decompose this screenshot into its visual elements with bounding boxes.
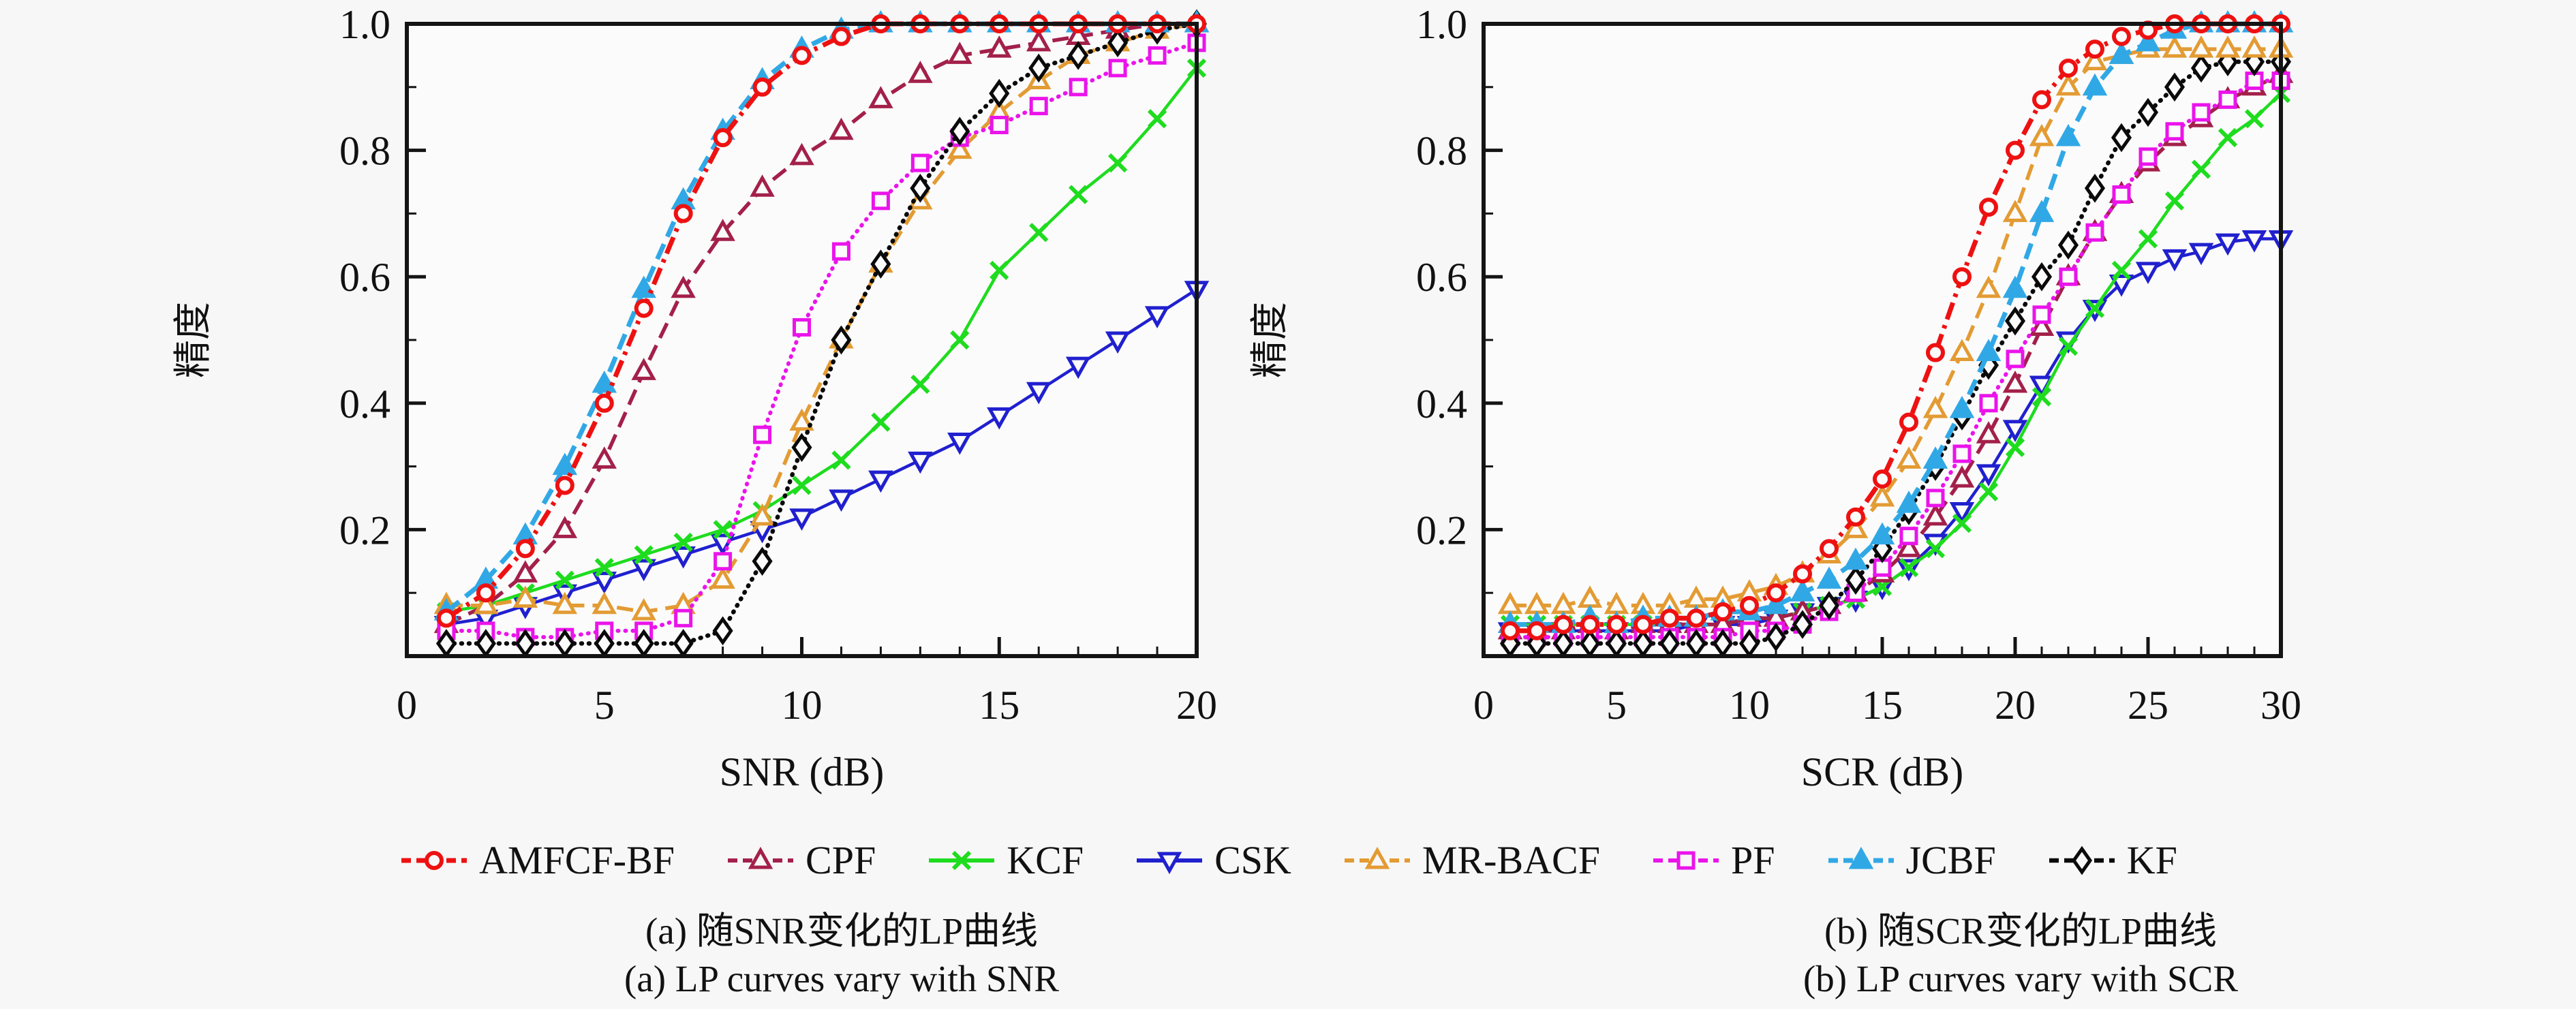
scr-chart-y-tick-label: 1.0: [1416, 2, 1467, 47]
snr-chart-series-KCF: [436, 58, 1207, 622]
snr-chart-x-axis-title: SNR (dB): [720, 749, 885, 794]
legend-marker-diamond-icon: [2049, 845, 2115, 875]
scr-chart-x-tick-label: 10: [1729, 683, 1770, 728]
snr-chart-x-tick-label: 5: [594, 683, 615, 728]
legend-label-JCBF: JCBF: [1905, 838, 1996, 882]
snr-chart-x-tick-label: 15: [979, 683, 1019, 728]
snr-chart-y-tick-label: 1.0: [339, 2, 390, 47]
snr-chart-y-tick-label: 0.2: [339, 508, 390, 553]
legend-marker-triangle-fill-icon: [1828, 846, 1894, 869]
scr-chart-x-tick-label: 30: [2260, 683, 2301, 728]
legend-marker-triangle-down-icon: [1137, 852, 1203, 875]
legend-label-CPF: CPF: [806, 838, 876, 882]
legend-marker-triangle-open-icon: [1344, 846, 1410, 869]
scr-chart-y-axis-title: 精度: [1249, 302, 1291, 378]
legend-label-KCF: KCF: [1007, 838, 1084, 882]
snr-chart-y-tick-label: 0.6: [339, 255, 390, 300]
snr-chart: 0 5 10 15 20 0.2 0.4 0.6 0.8 1.0 SNR (dB) 精度: [172, 2, 1217, 794]
legend-marker-x-icon: [929, 850, 995, 871]
caption-b-en: (b) LP curves vary with SCR: [1803, 957, 2239, 999]
caption-b: (b) 随SCR变化的LP曲线 (b) LP curves vary with …: [1803, 907, 2238, 1003]
legend-label-AMFCF-BF: AMFCF-BF: [479, 838, 675, 882]
snr-chart-series-AMFCF-BF: [436, 14, 1206, 628]
caption-a: (a) 随SNR变化的LP曲线 (a) LP curves vary with …: [624, 907, 1059, 1003]
snr-chart-y-tick-label: 0.4: [339, 382, 390, 426]
scr-chart-x-tick-label: 5: [1606, 683, 1627, 728]
scr-chart-x-axis-title: SCR (dB): [1801, 749, 1963, 794]
snr-chart-x-tick-label: 20: [1176, 683, 1217, 728]
scr-chart-y-tick-label: 0.2: [1416, 508, 1467, 553]
scr-chart-x-tick-label: 15: [1862, 683, 1903, 728]
charts-container: 0 5 10 15 20 0.2 0.4 0.6 0.8 1.0 SNR (dB) 精度 0 5 10 15 2…: [172, 2, 2301, 794]
caption-b-cn: (b) 随SCR变化的LP曲线: [1824, 910, 2218, 952]
legend-item-CSK: CSK: [1134, 839, 1291, 882]
scr-chart-y-tick-label: 0.4: [1416, 382, 1467, 426]
legend: AMFCF-BF CPF KCF CSK MR-BACF PF JCBF KF: [0, 823, 2576, 898]
scr-chart-y-tick-label: 0.6: [1416, 255, 1467, 300]
legend-item-AMFCF-BF: AMFCF-BF: [399, 839, 675, 882]
scr-chart: 0 5 10 15 20 25 30 0.2 0.4 0.6 0.8 1.0 SCR (dB) 精度: [1249, 2, 2301, 794]
scr-chart-x-tick-label: 20: [1995, 683, 2036, 728]
snr-chart-y-axis-title: 精度: [172, 302, 215, 378]
legend-marker-square-icon: [1653, 851, 1719, 870]
caption-a-cn: (a) 随SNR变化的LP曲线: [645, 910, 1038, 952]
scr-chart-tick-labels: 0 5 10 15 20 25 30 0.2 0.4 0.6 0.8 1.0: [1416, 2, 2301, 728]
legend-label-CSK: CSK: [1214, 838, 1291, 882]
legend-marker-triangle-open-icon: [728, 846, 794, 869]
snr-chart-tick-labels: 0 5 10 15 20 0.2 0.4 0.6 0.8 1.0: [339, 2, 1217, 728]
scr-chart-x-tick-label: 0: [1473, 683, 1494, 728]
snr-chart-x-tick-label: 10: [782, 683, 823, 728]
snr-chart-y-tick-label: 0.8: [339, 129, 390, 174]
legend-label-PF: PF: [1731, 838, 1775, 882]
caption-a-en: (a) LP curves vary with SNR: [624, 957, 1059, 999]
legend-marker-circle-icon: [401, 851, 467, 870]
scr-chart-x-tick-label: 25: [2128, 683, 2168, 728]
legend-item-KCF: KCF: [926, 839, 1084, 882]
legend-label-MR-BACF: MR-BACF: [1422, 838, 1600, 882]
legend-label-KF: KF: [2126, 838, 2177, 882]
legend-item-KF: KF: [2046, 839, 2177, 882]
legend-item-CPF: CPF: [725, 839, 876, 882]
snr-chart-x-tick-label: 0: [397, 683, 417, 728]
legend-item-JCBF: JCBF: [1826, 839, 1996, 882]
scr-chart-y-tick-label: 0.8: [1416, 129, 1467, 174]
plots-svg: 0 5 10 15 20 0.2 0.4 0.6 0.8 1.0 SNR (dB) 精度 0 5 10 15 2…: [172, 2, 2301, 794]
legend-item-PF: PF: [1651, 839, 1775, 882]
legend-item-MR-BACF: MR-BACF: [1342, 839, 1600, 882]
